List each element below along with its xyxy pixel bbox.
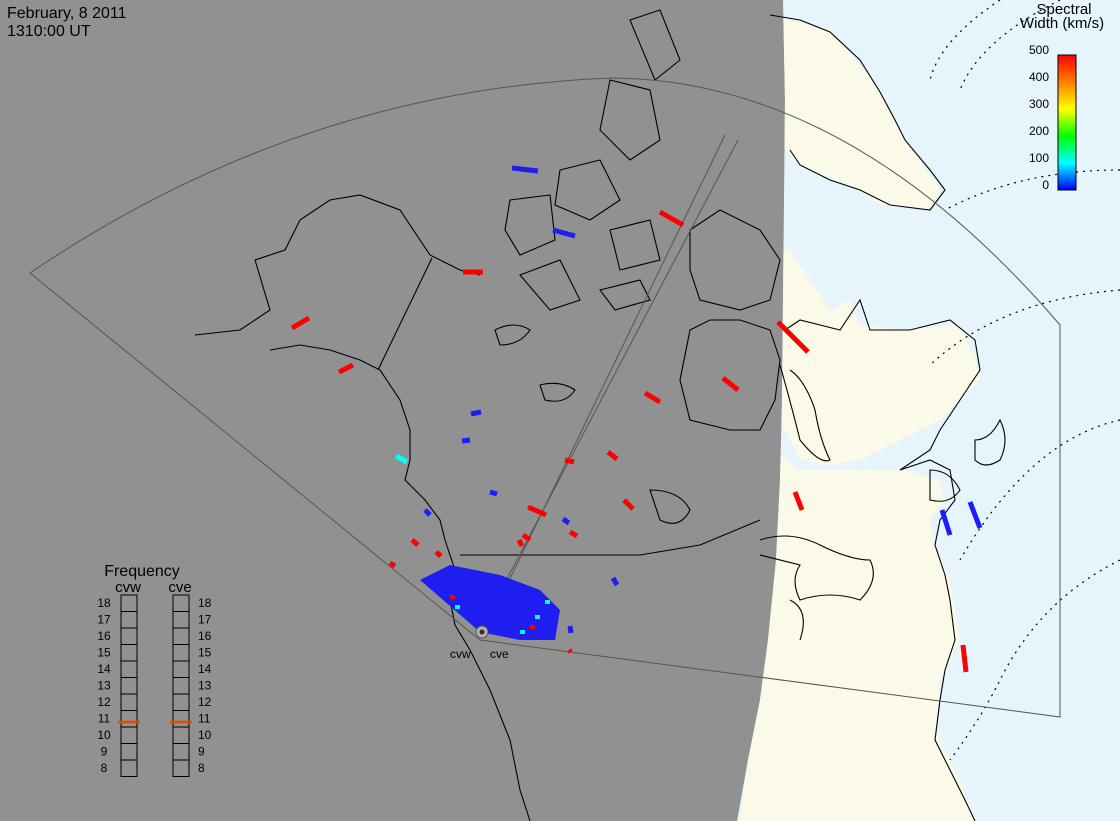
echo-segment [960,644,969,673]
frequency-scale-label: 12 [97,695,111,709]
frequency-scale-cell [120,759,138,777]
echo-segment [967,501,983,529]
echo-layer [290,165,983,673]
echo-segment [776,320,810,354]
echo-segment [606,450,619,461]
frequency-title: Frequency [104,563,180,580]
frequency-scale-cell [172,759,190,777]
echo-cell [450,595,455,599]
echo-segment [394,453,409,465]
colorbar-title-line2: Width (km/s) [1020,15,1104,32]
echo-segment [511,165,539,174]
echo-segment [643,390,662,405]
echo-cell [545,600,550,604]
frequency-scale-label: 16 [198,629,212,643]
echo-segment [521,532,532,543]
frequency-scale-label: 8 [198,761,205,775]
colorbar-tick-label: 300 [1029,97,1049,111]
frequency-scale-label: 18 [198,596,212,610]
echo-segment [516,538,525,548]
echo-segment [290,315,311,331]
echo-segment [561,516,571,526]
echo-segment [388,560,397,569]
radar-site-marker-cve [479,629,485,635]
frequency-scale-label: 8 [101,761,108,775]
colorbar-tick-label: 0 [1042,178,1049,192]
colorbar-tick-label: 200 [1029,124,1049,138]
radar-label-cvw: cvw [450,647,471,661]
echo-cell [520,630,525,634]
echo-fan [420,565,560,640]
frequency-scale-label: 15 [97,646,111,660]
echo-segment [337,362,355,375]
echo-segment [410,538,420,547]
quebec-labrador-day [770,250,980,465]
near-range-echo-cluster [420,565,560,640]
colorbar-tick-label: 500 [1029,43,1049,57]
radar-label-cve: cve [490,647,509,661]
frequency-scale-label: 12 [198,695,212,709]
frequency-scale-label: 15 [198,646,212,660]
echo-segment [610,576,620,587]
frequency-scale-label: 14 [198,662,212,676]
echo-cell [535,615,540,619]
frequency-panel: Frequency cvw cve 18 18 17 17 16 16 15 15 14 14 13… [97,563,212,777]
frequency-radar-label-cvw: cvw [115,579,141,596]
echo-segment [564,457,575,465]
colorbar-tick-label: 400 [1029,70,1049,84]
frequency-scale-label: 17 [97,613,111,627]
frequency-scale-label: 17 [198,613,212,627]
echo-segment [567,625,574,634]
echo-segment [658,209,685,228]
frequency-scale-label: 16 [97,629,111,643]
echo-segment [939,509,953,536]
echo-segment [489,489,498,497]
frequency-scale-label: 13 [97,679,111,693]
echo-segment [423,508,432,517]
echo-segment [567,648,573,654]
echo-segment [552,227,576,239]
date-label: February, 8 2011 [7,5,127,22]
frequency-scale-label: 10 [97,728,111,742]
latitude-circles [929,0,1120,761]
echo-segment [526,504,548,518]
time-label: 1310:00 UT [7,23,91,40]
frequency-scale-label: 18 [97,596,111,610]
frequency-scale-label: 9 [198,745,205,759]
echo-segment [470,409,482,417]
frequency-scale-label: 10 [198,728,212,742]
echo-cell [530,625,535,629]
echo-cell [455,605,460,609]
echo-segment [792,491,805,511]
colorbar-gradient [1057,54,1077,191]
frequency-scale-label: 9 [101,745,108,759]
colorbar-title-line1: Spectral [1036,1,1091,18]
echo-segment [461,437,471,444]
frequency-scale-label: 13 [198,679,212,693]
frequency-radar-label-cve: cve [168,579,191,596]
colorbar: Spectral Width (km/s) 500 400 300 200 100 0 [1020,1,1104,192]
echo-segment [622,498,635,511]
eastern-us-canada-day [740,440,975,821]
colorbar-tick-label: 100 [1029,151,1049,165]
radar-fov [29,77,1061,718]
frequency-scale-label: 11 [98,712,111,726]
echo-segment [721,376,740,392]
echo-segment [568,529,579,539]
frequency-scale-label: 11 [198,712,211,726]
greenland-day [770,15,940,210]
day-land [740,15,980,821]
echo-segment [434,550,443,558]
frequency-scale-label: 14 [97,662,111,676]
